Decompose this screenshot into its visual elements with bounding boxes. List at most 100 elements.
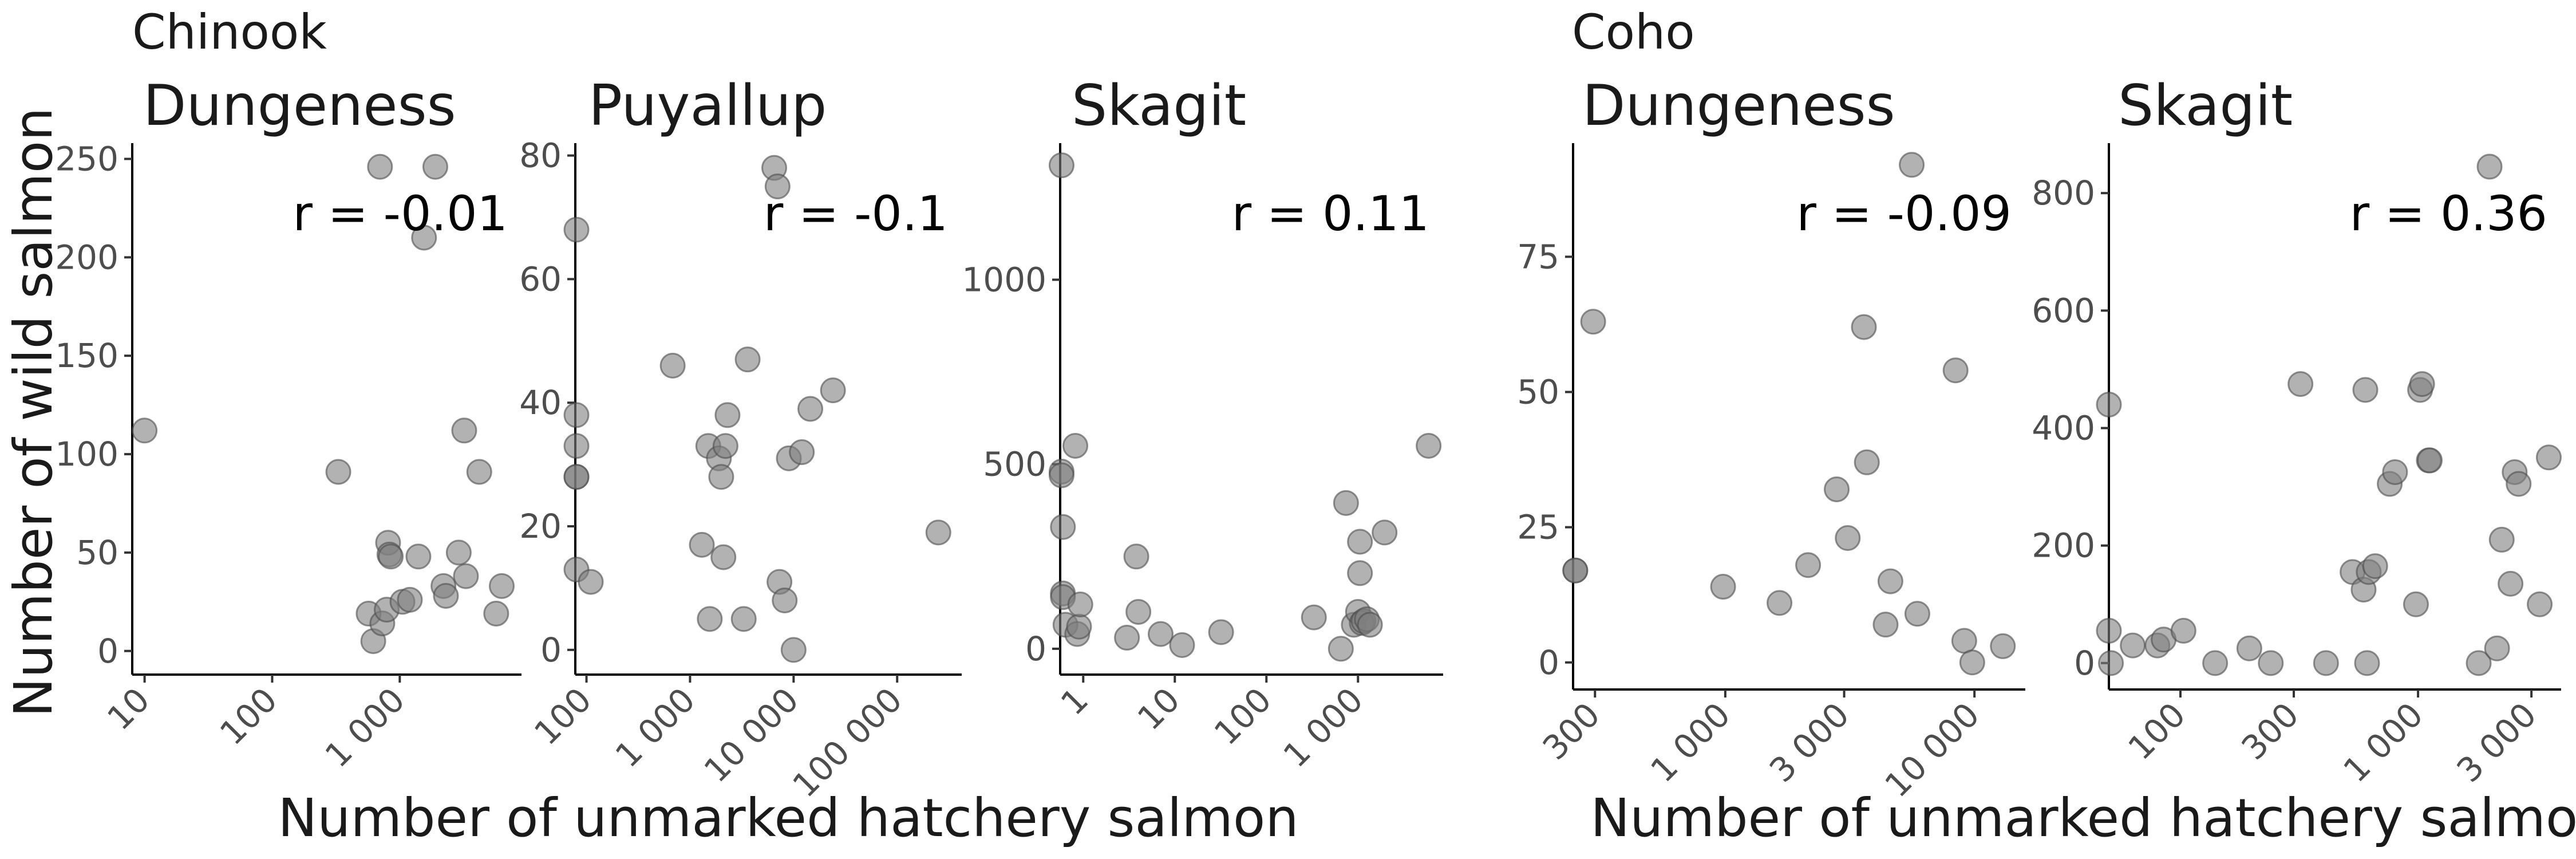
panel-title: Puyallup (588, 73, 827, 139)
data-point (734, 346, 761, 373)
y-axis-title: Number of wild salmon (3, 108, 64, 718)
y-tick-label: 25 (1517, 508, 1559, 547)
data-point (1899, 152, 1925, 178)
y-tick-label: 75 (1517, 237, 1559, 276)
data-point (1208, 619, 1234, 645)
data-point (378, 543, 404, 570)
data-point (1877, 568, 1903, 594)
data-point (1347, 529, 1373, 555)
data-point (2362, 553, 2388, 580)
species-labels: Chinook Coho (132, 4, 1695, 60)
data-point (422, 153, 448, 180)
x-tick-label: 100 000 (785, 680, 910, 805)
y-tick-label: 200 (2032, 526, 2095, 565)
correlation-label: r = -0.09 (1796, 186, 2012, 242)
y-tick-label: 40 (519, 383, 562, 422)
data-point (1959, 649, 1985, 676)
y-tick-label: 500 (983, 445, 1046, 484)
y-tick-label: 20 (519, 507, 562, 546)
data-point (1990, 633, 2016, 659)
data-point (1169, 632, 1195, 658)
data-point (1114, 625, 1140, 651)
data-point (2202, 650, 2229, 676)
data-point (1710, 574, 1736, 600)
y-tick-label: 60 (519, 259, 562, 298)
data-point (697, 606, 723, 632)
data-point (2120, 632, 2146, 659)
data-point (1125, 598, 1152, 625)
data-point (1050, 514, 1076, 540)
data-point (772, 588, 798, 614)
x-tick-label: 3 000 (1762, 695, 1856, 790)
data-point (453, 563, 479, 589)
x-tick-label: 3 000 (2449, 695, 2544, 790)
data-point (1562, 557, 1589, 584)
correlation-label: r = -0.1 (764, 186, 948, 242)
data-point (433, 583, 459, 609)
data-point (1872, 612, 1899, 638)
data-point (1904, 601, 1930, 627)
data-point (483, 600, 509, 626)
data-point (2409, 371, 2435, 397)
data-point (1942, 357, 1969, 384)
data-point (2403, 591, 2429, 617)
y-tick-label: 0 (2074, 644, 2095, 683)
data-point (659, 352, 686, 379)
data-point (1067, 592, 1093, 618)
data-point (1066, 613, 1092, 640)
data-point (1123, 543, 1149, 570)
data-point (445, 539, 472, 566)
data-point (1851, 314, 1877, 340)
y-tick-label: 250 (55, 139, 118, 178)
data-point (2236, 635, 2262, 661)
data-point (1048, 462, 1074, 488)
data-point (563, 216, 590, 243)
x-tick-label: 10 (100, 680, 157, 738)
x-tick-label: 100 (1207, 680, 1279, 752)
data-point (797, 396, 824, 422)
data-point (1357, 612, 1383, 638)
panel-title: Dungeness (1582, 73, 1895, 139)
y-tick-label: 800 (2032, 174, 2095, 212)
panel-chinook-dungeness: Dungeness 0 50 100 150 200 250 10 100 1 000 r = -0… (55, 73, 521, 775)
data-point (578, 569, 604, 595)
y-tick-label: 80 (519, 136, 562, 175)
x-tick-label: 1 000 (318, 680, 412, 775)
data-point (2484, 635, 2510, 661)
data-point (563, 464, 590, 490)
x-tick-label: 100 (2120, 695, 2192, 767)
data-point (1062, 432, 1089, 459)
data-point (1327, 636, 1354, 662)
x-tick-label: 100 (527, 680, 599, 752)
y-tick-label: 0 (1538, 643, 1559, 682)
x-tick-label: 1 000 (1643, 695, 1737, 790)
data-point (1148, 621, 1174, 647)
data-point (2527, 591, 2553, 617)
data-point (2098, 650, 2124, 676)
data-point (563, 402, 590, 428)
data-point (1347, 560, 1373, 586)
correlation-label: r = 0.36 (2350, 186, 2547, 242)
data-point (1301, 604, 1327, 631)
data-point (1580, 309, 1606, 335)
correlation-label: r = -0.01 (293, 186, 508, 242)
data-point (730, 606, 757, 632)
x-tick-label: 1 (1053, 680, 1096, 723)
data-point (712, 433, 738, 459)
y-tick-label: 200 (55, 238, 118, 277)
data-point (2535, 444, 2562, 471)
data-point (2352, 377, 2379, 403)
data-point (325, 459, 351, 485)
data-point (689, 531, 715, 558)
species-title-chinook: Chinook (132, 4, 327, 60)
data-point (780, 637, 807, 663)
y-tick-label: 50 (1517, 372, 1559, 411)
data-point (2498, 570, 2524, 597)
data-point (1372, 519, 1398, 546)
data-point (2466, 650, 2492, 676)
data-point (925, 519, 951, 546)
data-point (2258, 650, 2284, 676)
correlation-label: r = 0.11 (1232, 186, 1429, 242)
